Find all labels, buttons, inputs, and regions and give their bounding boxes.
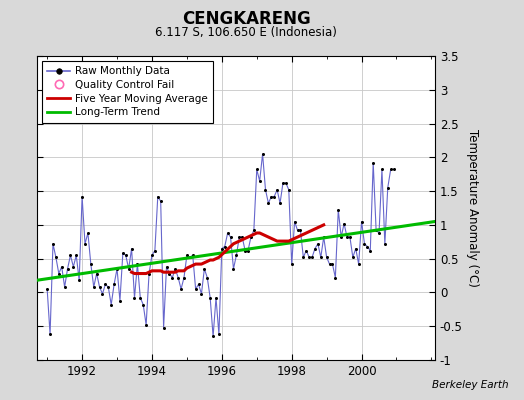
Y-axis label: Temperature Anomaly (°C): Temperature Anomaly (°C) <box>466 129 479 287</box>
Legend: Raw Monthly Data, Quality Control Fail, Five Year Moving Average, Long-Term Tren: Raw Monthly Data, Quality Control Fail, … <box>42 61 213 122</box>
Text: 6.117 S, 106.650 E (Indonesia): 6.117 S, 106.650 E (Indonesia) <box>155 26 337 39</box>
Text: CENGKARENG: CENGKARENG <box>182 10 311 28</box>
Text: Berkeley Earth: Berkeley Earth <box>432 380 508 390</box>
